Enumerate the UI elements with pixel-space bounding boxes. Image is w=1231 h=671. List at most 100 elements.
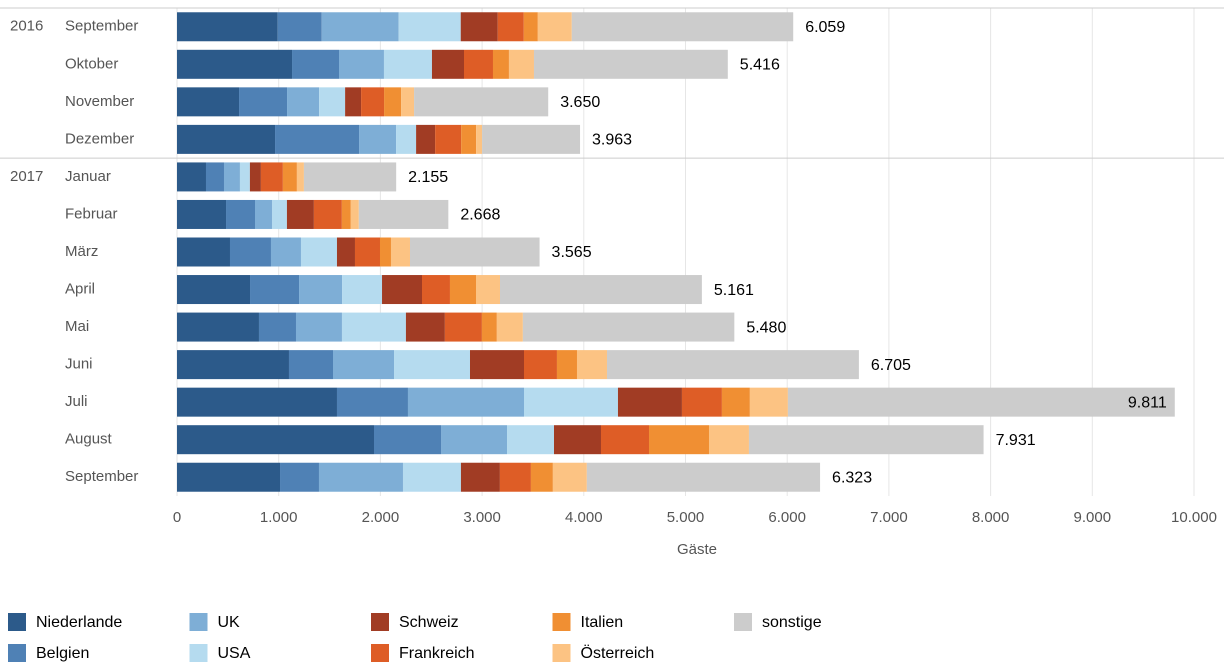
- bar-segment: [300, 237, 337, 267]
- bar-segment: [288, 350, 334, 380]
- bar-segment: [296, 162, 304, 192]
- bar-segment: [333, 350, 395, 380]
- bar-segment: [299, 275, 343, 305]
- category-label: Januar: [65, 168, 111, 185]
- bar-segment: [226, 199, 256, 229]
- category-label: August: [65, 431, 113, 448]
- bar-segment: [321, 12, 399, 42]
- bar-segment: [463, 49, 493, 79]
- bar-segment: [787, 387, 1175, 417]
- bar-segment: [177, 462, 281, 492]
- bar-segment: [402, 462, 461, 492]
- bar-segment: [286, 199, 314, 229]
- bar-segment: [444, 312, 482, 342]
- bar-segment: [359, 124, 397, 154]
- bar-segment: [469, 350, 525, 380]
- bar-segment: [708, 425, 749, 455]
- bar-segment: [345, 87, 362, 117]
- bar-segment: [407, 387, 525, 417]
- bar-segment: [295, 312, 342, 342]
- bar-segment: [250, 275, 300, 305]
- bar-segment: [507, 425, 555, 455]
- bar-segment: [524, 350, 557, 380]
- category-label: November: [65, 93, 134, 110]
- legend-swatch: [552, 644, 571, 662]
- x-tick-label: 1.000: [260, 509, 298, 526]
- category-label: Februar: [65, 205, 118, 222]
- total-label: 5.416: [740, 57, 780, 74]
- category-label: September: [65, 468, 138, 485]
- bar-segment: [205, 162, 224, 192]
- bar-segment: [336, 237, 355, 267]
- x-tick-label: 2.000: [362, 509, 400, 526]
- bar-segment: [396, 124, 417, 154]
- year-label: 2017: [10, 168, 43, 185]
- legend-swatch: [734, 613, 752, 631]
- total-label: 3.565: [552, 244, 592, 261]
- bar-segment: [282, 162, 297, 192]
- bar-segment: [318, 462, 403, 492]
- legend-swatch: [8, 644, 26, 662]
- bar-segment: [416, 124, 436, 154]
- bar-segment: [405, 312, 445, 342]
- bar-segment: [522, 312, 735, 342]
- bar-segment: [177, 312, 259, 342]
- legend-label: Frankreich: [399, 645, 475, 662]
- bar-segment: [239, 87, 288, 117]
- x-tick-label: 5.000: [667, 509, 705, 526]
- x-tick-label: 3.000: [463, 509, 501, 526]
- bar-segment: [280, 462, 319, 492]
- bar-segment: [384, 87, 402, 117]
- legend-label: Schweiz: [399, 614, 459, 631]
- legend-swatch: [8, 613, 26, 631]
- bar-segment: [449, 275, 476, 305]
- legend-label: Italien: [581, 614, 624, 631]
- bar-segment: [537, 12, 572, 42]
- bar-segment: [508, 49, 534, 79]
- bar-segment: [499, 275, 702, 305]
- bar-segment: [271, 199, 287, 229]
- bar-segment: [177, 124, 276, 154]
- bar-segment: [341, 199, 351, 229]
- bar-segment: [260, 162, 283, 192]
- category-label: Mai: [65, 318, 89, 335]
- bar-segment: [556, 350, 577, 380]
- bar-segment: [350, 199, 359, 229]
- legend-swatch: [189, 613, 208, 631]
- total-label: 6.059: [805, 19, 845, 36]
- bar-segment: [606, 350, 859, 380]
- bar-segment: [571, 12, 794, 42]
- bar-segment: [177, 199, 227, 229]
- x-tick-label: 7.000: [870, 509, 908, 526]
- x-axis-label: Gäste: [677, 541, 717, 558]
- total-label: 3.963: [592, 132, 632, 149]
- x-tick-label: 8.000: [972, 509, 1010, 526]
- bar-segment: [177, 49, 293, 79]
- bar-segment: [379, 237, 391, 267]
- bar-segment: [435, 124, 462, 154]
- bar-segment: [383, 49, 432, 79]
- category-label: Oktober: [65, 55, 118, 72]
- bar-segment: [617, 387, 682, 417]
- category-label: März: [65, 243, 98, 260]
- bar-segment: [229, 237, 271, 267]
- total-label: 6.705: [871, 357, 911, 374]
- bar-segment: [496, 312, 523, 342]
- total-label: 2.155: [408, 169, 448, 186]
- bar-segment: [497, 12, 524, 42]
- bar-segment: [681, 387, 722, 417]
- bar-segment: [748, 425, 984, 455]
- total-label: 5.480: [746, 319, 786, 336]
- bar-segment: [177, 237, 230, 267]
- bar-segment: [441, 425, 508, 455]
- total-label: 7.931: [996, 432, 1036, 449]
- legend-swatch: [552, 613, 571, 631]
- legend-label: USA: [218, 645, 251, 662]
- x-tick-label: 6.000: [768, 509, 806, 526]
- bar-segment: [576, 350, 607, 380]
- category-label: April: [65, 281, 95, 298]
- bar-segment: [499, 462, 531, 492]
- bar-segment: [409, 237, 540, 267]
- category-label: Juli: [65, 393, 88, 410]
- bar-segment: [319, 87, 346, 117]
